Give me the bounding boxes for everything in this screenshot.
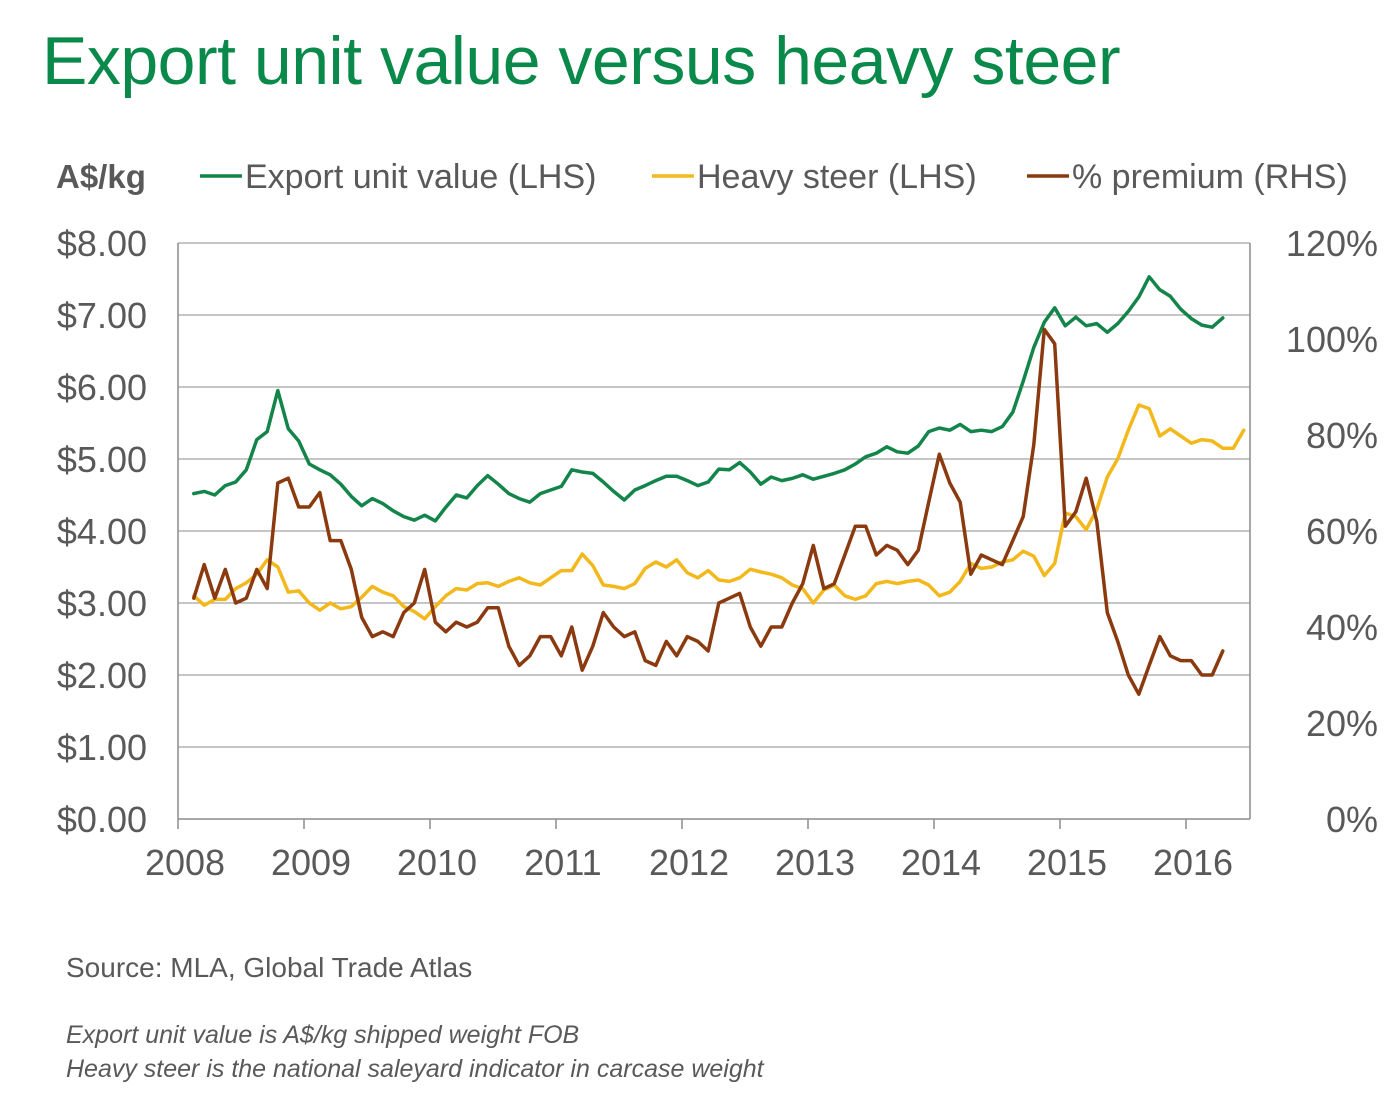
y-left-tick-label: $3.00 bbox=[57, 583, 147, 624]
y-unit-label: A$/kg bbox=[56, 158, 146, 195]
y-right-tick-label: 60% bbox=[1306, 511, 1378, 552]
y-left-tick-label: $0.00 bbox=[57, 799, 147, 840]
x-tick-label: 2015 bbox=[1027, 842, 1107, 883]
x-tick-label: 2012 bbox=[649, 842, 729, 883]
series-line-export-unit-value-lhs bbox=[192, 275, 1225, 523]
series-line-premium-rhs bbox=[192, 327, 1225, 696]
line-chart: $0.00 $1.00 $2.00 $3.00 $4.00 $5.00 $6.00 $7.00… bbox=[56, 158, 1378, 883]
y-left-tick-label: $2.00 bbox=[57, 655, 147, 696]
y-right-tick-label: 80% bbox=[1306, 415, 1378, 456]
y-left-tick-label: $7.00 bbox=[57, 295, 147, 336]
legend: A$/kg Export unit value (LHS) Heavy steer … bbox=[56, 158, 1348, 196]
y-left-tick-label: $1.00 bbox=[57, 727, 147, 768]
chart-title: Export unit value versus heavy steer bbox=[42, 23, 1121, 99]
y-left-tick-label: $4.00 bbox=[57, 511, 147, 552]
series-line-heavy-steer-lhs bbox=[192, 403, 1246, 621]
x-tick-label: 2016 bbox=[1153, 842, 1233, 883]
footnote-export-unit-value: Export unit value is A$/kg shipped weigh… bbox=[66, 1021, 580, 1049]
series-lines bbox=[192, 275, 1246, 696]
x-tick-label: 2014 bbox=[901, 842, 981, 883]
legend-label: % premium (RHS) bbox=[1072, 158, 1348, 196]
axes: $0.00 $1.00 $2.00 $3.00 $4.00 $5.00 $6.00 $7.00… bbox=[57, 223, 1378, 883]
y-right-tick-label: 120% bbox=[1286, 223, 1378, 264]
footnote-heavy-steer: Heavy steer is the national saleyard ind… bbox=[66, 1055, 764, 1083]
legend-label: Export unit value (LHS) bbox=[245, 158, 597, 196]
source-note: Source: MLA, Global Trade Atlas bbox=[66, 952, 473, 983]
y-left-tick-label: $5.00 bbox=[57, 439, 147, 480]
y-right-tick-label: 40% bbox=[1306, 607, 1378, 648]
x-tick-label: 2008 bbox=[145, 842, 225, 883]
y-right-tick-label: 100% bbox=[1286, 319, 1378, 360]
legend-label: Heavy steer (LHS) bbox=[697, 158, 977, 196]
y-right-tick-label: 20% bbox=[1306, 703, 1378, 744]
x-tick-label: 2011 bbox=[524, 842, 601, 883]
x-tick-label: 2010 bbox=[397, 842, 477, 883]
footnotes: Export unit value is A$/kg shipped weigh… bbox=[66, 1018, 764, 1086]
y-left-tick-label: $6.00 bbox=[57, 367, 147, 408]
y-right-tick-label: 0% bbox=[1326, 799, 1378, 840]
y-left-tick-label: $8.00 bbox=[57, 223, 147, 264]
x-tick-label: 2009 bbox=[271, 842, 351, 883]
x-tick-label: 2013 bbox=[775, 842, 855, 883]
